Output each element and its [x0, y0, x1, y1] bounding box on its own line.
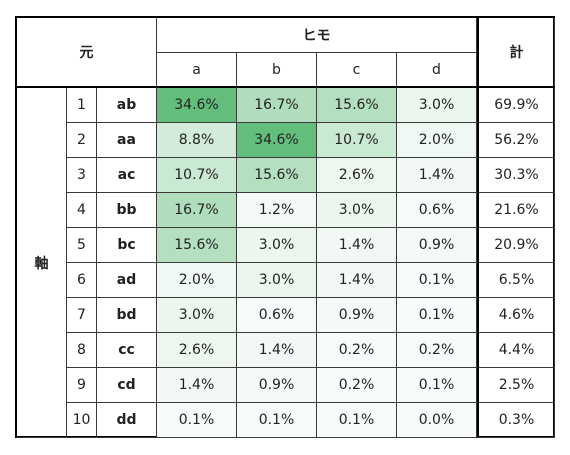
- row-total: 30.3%: [477, 158, 555, 193]
- row-index: 3: [67, 158, 97, 193]
- row-index: 4: [67, 193, 97, 228]
- value-cell: 0.1%: [397, 298, 477, 333]
- value-cell: 0.1%: [317, 403, 397, 438]
- origin-header: 元: [17, 18, 157, 88]
- value-cell: 0.1%: [157, 403, 237, 438]
- value-cell: 2.0%: [397, 123, 477, 158]
- value-cell: 16.7%: [157, 193, 237, 228]
- row-key: ab: [97, 88, 157, 123]
- row-index: 7: [67, 298, 97, 333]
- value-cell: 0.6%: [237, 298, 317, 333]
- value-cell: 1.4%: [237, 333, 317, 368]
- value-cell: 3.0%: [237, 263, 317, 298]
- row-key: bc: [97, 228, 157, 263]
- value-cell: 1.4%: [397, 158, 477, 193]
- himo-header: ヒモ: [157, 18, 477, 53]
- value-cell: 1.4%: [317, 228, 397, 263]
- value-cell: 1.4%: [157, 368, 237, 403]
- value-cell: 15.6%: [317, 88, 397, 123]
- value-cell: 0.1%: [237, 403, 317, 438]
- row-total: 21.6%: [477, 193, 555, 228]
- value-cell: 1.4%: [317, 263, 397, 298]
- value-cell: 0.9%: [237, 368, 317, 403]
- row-total: 20.9%: [477, 228, 555, 263]
- value-cell: 0.1%: [397, 368, 477, 403]
- value-cell: 3.0%: [317, 193, 397, 228]
- value-cell: 8.8%: [157, 123, 237, 158]
- value-cell: 3.0%: [397, 88, 477, 123]
- column-header-d: d: [397, 53, 477, 88]
- value-cell: 0.6%: [397, 193, 477, 228]
- value-cell: 0.2%: [317, 333, 397, 368]
- value-cell: 0.2%: [317, 368, 397, 403]
- row-total: 4.6%: [477, 298, 555, 333]
- value-cell: 34.6%: [237, 123, 317, 158]
- row-key: cc: [97, 333, 157, 368]
- column-header-b: b: [237, 53, 317, 88]
- column-header-a: a: [157, 53, 237, 88]
- row-index: 5: [67, 228, 97, 263]
- row-total: 0.3%: [477, 403, 555, 438]
- total-header: 計: [477, 18, 555, 88]
- row-index: 9: [67, 368, 97, 403]
- row-key: ac: [97, 158, 157, 193]
- row-key: aa: [97, 123, 157, 158]
- value-cell: 0.1%: [397, 263, 477, 298]
- value-cell: 15.6%: [237, 158, 317, 193]
- value-cell: 0.9%: [397, 228, 477, 263]
- value-cell: 0.0%: [397, 403, 477, 438]
- row-index: 1: [67, 88, 97, 123]
- row-index: 2: [67, 123, 97, 158]
- row-total: 4.4%: [477, 333, 555, 368]
- row-key: dd: [97, 403, 157, 438]
- value-cell: 10.7%: [157, 158, 237, 193]
- row-index: 8: [67, 333, 97, 368]
- value-cell: 34.6%: [157, 88, 237, 123]
- value-cell: 1.2%: [237, 193, 317, 228]
- row-key: ad: [97, 263, 157, 298]
- value-cell: 2.6%: [157, 333, 237, 368]
- value-cell: 0.9%: [317, 298, 397, 333]
- value-cell: 2.6%: [317, 158, 397, 193]
- value-cell: 10.7%: [317, 123, 397, 158]
- probability-table: 元 ヒモ 計 a b c d 軸 1 ab 34.6% 16.7% 15.6% 3.0% 6…: [15, 16, 555, 438]
- value-cell: 0.2%: [397, 333, 477, 368]
- row-index: 6: [67, 263, 97, 298]
- value-cell: 3.0%: [237, 228, 317, 263]
- value-cell: 3.0%: [157, 298, 237, 333]
- row-index: 10: [67, 403, 97, 438]
- row-total: 2.5%: [477, 368, 555, 403]
- column-header-c: c: [317, 53, 397, 88]
- value-cell: 16.7%: [237, 88, 317, 123]
- value-cell: 2.0%: [157, 263, 237, 298]
- row-total: 56.2%: [477, 123, 555, 158]
- row-total: 6.5%: [477, 263, 555, 298]
- row-key: bd: [97, 298, 157, 333]
- value-cell: 15.6%: [157, 228, 237, 263]
- row-key: cd: [97, 368, 157, 403]
- row-total: 69.9%: [477, 88, 555, 123]
- row-key: bb: [97, 193, 157, 228]
- axis-label: 軸: [17, 88, 67, 438]
